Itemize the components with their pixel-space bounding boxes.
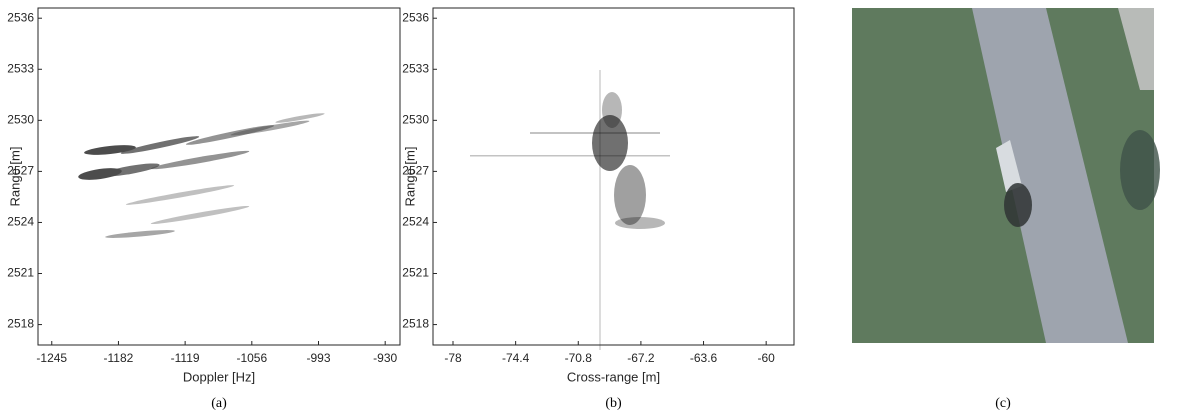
x-axis-label: Doppler [Hz]: [183, 369, 255, 384]
x-tick-label: -1056: [236, 351, 267, 365]
x-tick-label: -78: [444, 351, 462, 365]
y-tick-label: 2533: [7, 61, 34, 75]
y-tick-label: 2518: [402, 317, 429, 331]
y-tick-label: 2524: [7, 215, 34, 229]
y-tick-label: 2530: [402, 113, 429, 127]
y-tick-label: 2533: [402, 61, 429, 75]
y-tick-label: 2524: [402, 215, 429, 229]
caption: (b): [605, 396, 622, 411]
x-axis-label: Cross-range [m]: [567, 369, 660, 384]
y-axis-label: Range [m]: [402, 147, 417, 207]
x-tick-label: -1182: [104, 351, 134, 365]
y-tick-label: 2530: [7, 113, 34, 127]
x-tick-label: -1119: [171, 351, 200, 365]
y-tick-label: 2518: [7, 317, 34, 331]
photo: [852, 8, 1160, 343]
plot-frame: [432, 7, 795, 346]
y-tick-label: 2536: [402, 10, 429, 24]
y-axis-label: Range [m]: [7, 147, 22, 207]
plot-frame: [37, 7, 401, 346]
caption: (a): [211, 396, 227, 411]
y-tick-label: 2521: [7, 266, 34, 280]
x-tick-label: -993: [306, 351, 330, 365]
x-tick-label: -74.4: [502, 351, 530, 365]
y-tick-label: 2536: [7, 10, 34, 24]
y-tick-label: 2521: [402, 266, 429, 280]
caption: (c): [995, 396, 1011, 411]
x-tick-label: -63.6: [690, 351, 718, 365]
y-tick-label: 2527: [7, 164, 34, 178]
x-tick-label: -70.8: [565, 351, 593, 365]
x-tick-label: -1245: [36, 351, 67, 365]
image-texture: [78, 113, 325, 238]
y-tick-label: 2527: [402, 164, 429, 178]
x-tick-label: -930: [373, 351, 397, 365]
x-tick-label: -60: [757, 351, 775, 365]
image-texture: [470, 70, 670, 350]
x-tick-label: -67.2: [627, 351, 655, 365]
